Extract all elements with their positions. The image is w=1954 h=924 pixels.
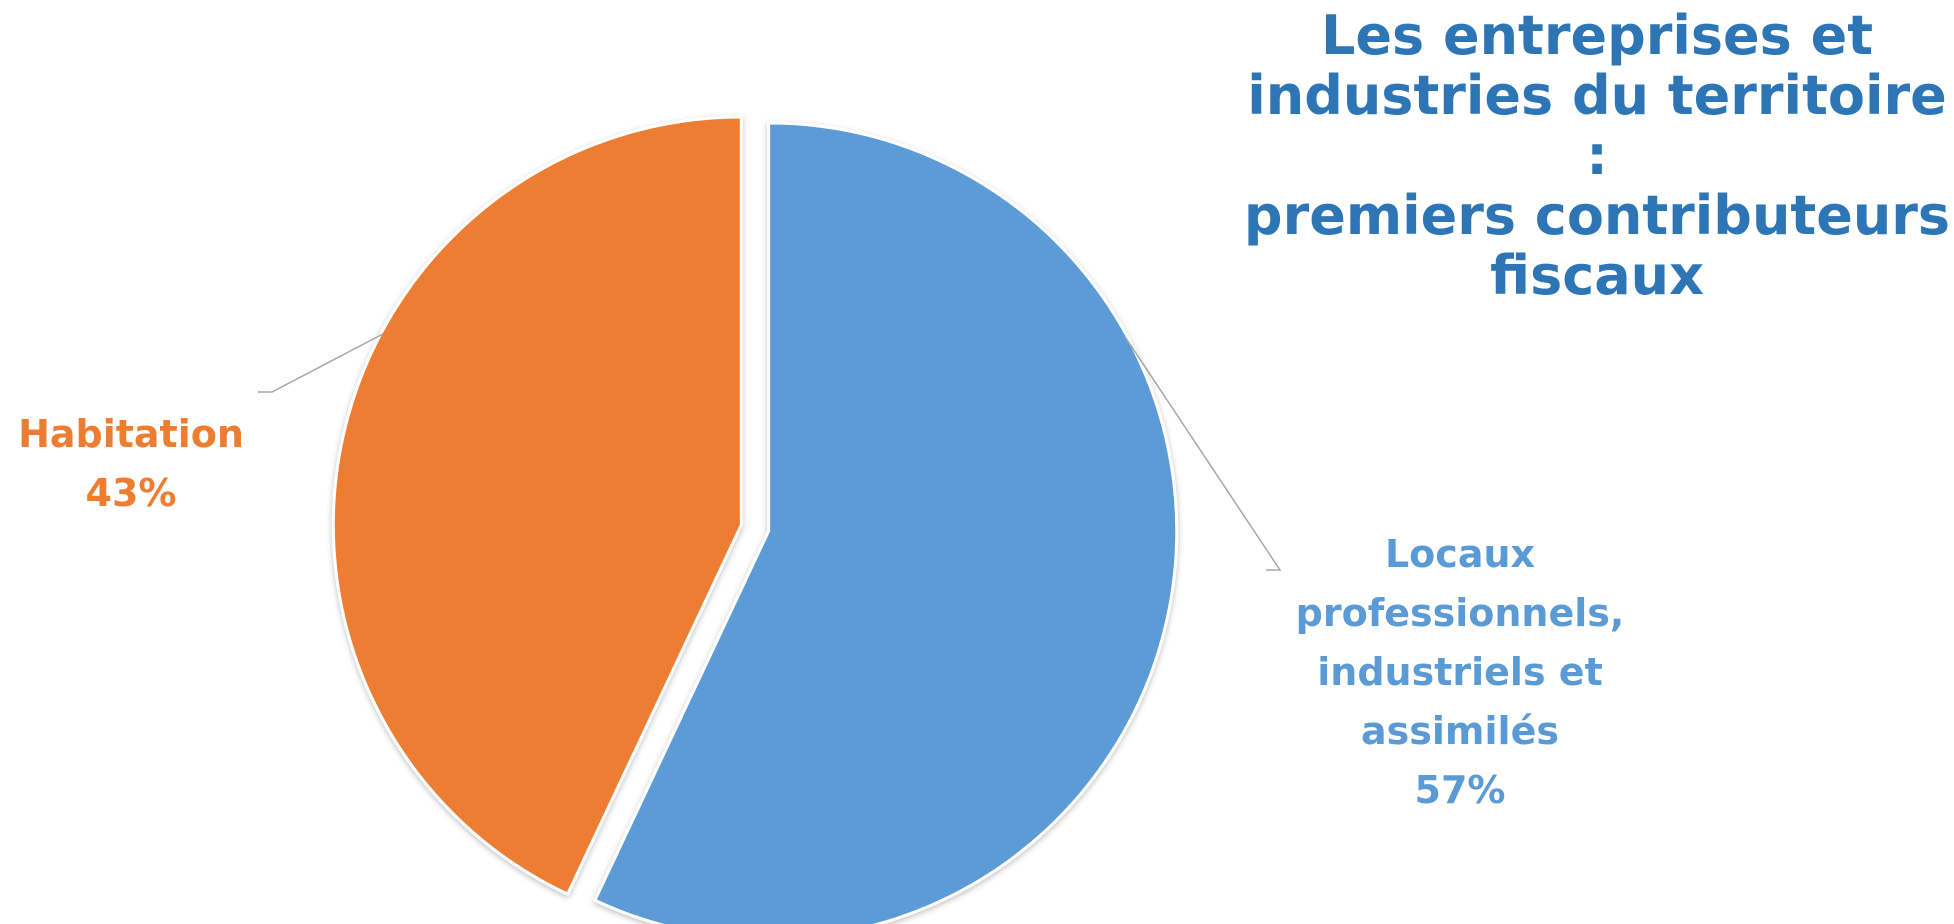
slice-value-locaux: 57% [1414,768,1506,812]
slice-label-habitation: Habitation 43% [0,346,262,582]
leader-line-habitation [258,333,384,393]
slices-layer [331,115,1179,924]
slice-value-habitation: 43% [85,471,177,515]
slice-name-habitation: Habitation [18,412,244,456]
slice-label-locaux: Locaux professionnels, industriels et as… [1270,466,1650,879]
slice-locaux [592,121,1179,924]
chart-title: Les entreprises et industries du territo… [1243,4,1951,307]
leader-line-locaux [1125,337,1282,571]
slice-habitation [331,115,743,897]
slice-name-locaux: Locaux professionnels, industriels et as… [1295,532,1625,753]
leaders-layer [258,333,1282,571]
